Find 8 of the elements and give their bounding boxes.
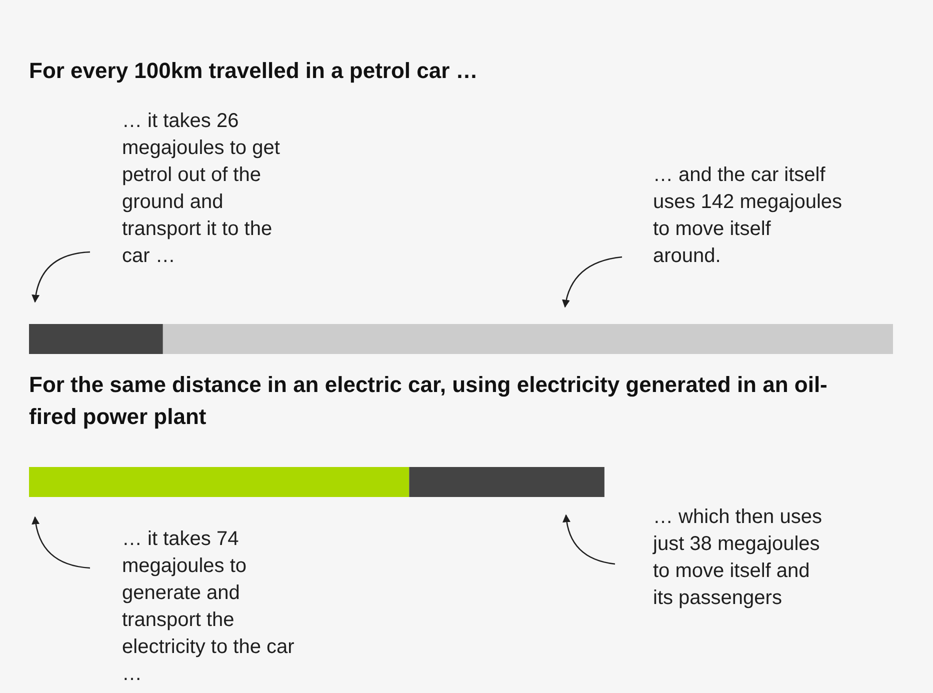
annotation: … it takes 74 megajoules to generate and transport the electricity to the car … [122, 528, 295, 685]
text: … and the car itself uses 142 megajoules to move itself around. [653, 164, 842, 267]
text: … it takes 26 megajoules to get petrol out of the ground and transport it to the car … [122, 110, 280, 267]
chart-title: For every 100km travelled in a petrol car … [29, 58, 478, 83]
bar [162, 324, 893, 354]
annotation: For the same distance in an electric car, using electricity generated in an oil-fired power plant [29, 372, 828, 429]
bar [29, 467, 410, 497]
annotation: … which then uses just 38 megajoules to move itself and its passengers [652, 506, 822, 609]
